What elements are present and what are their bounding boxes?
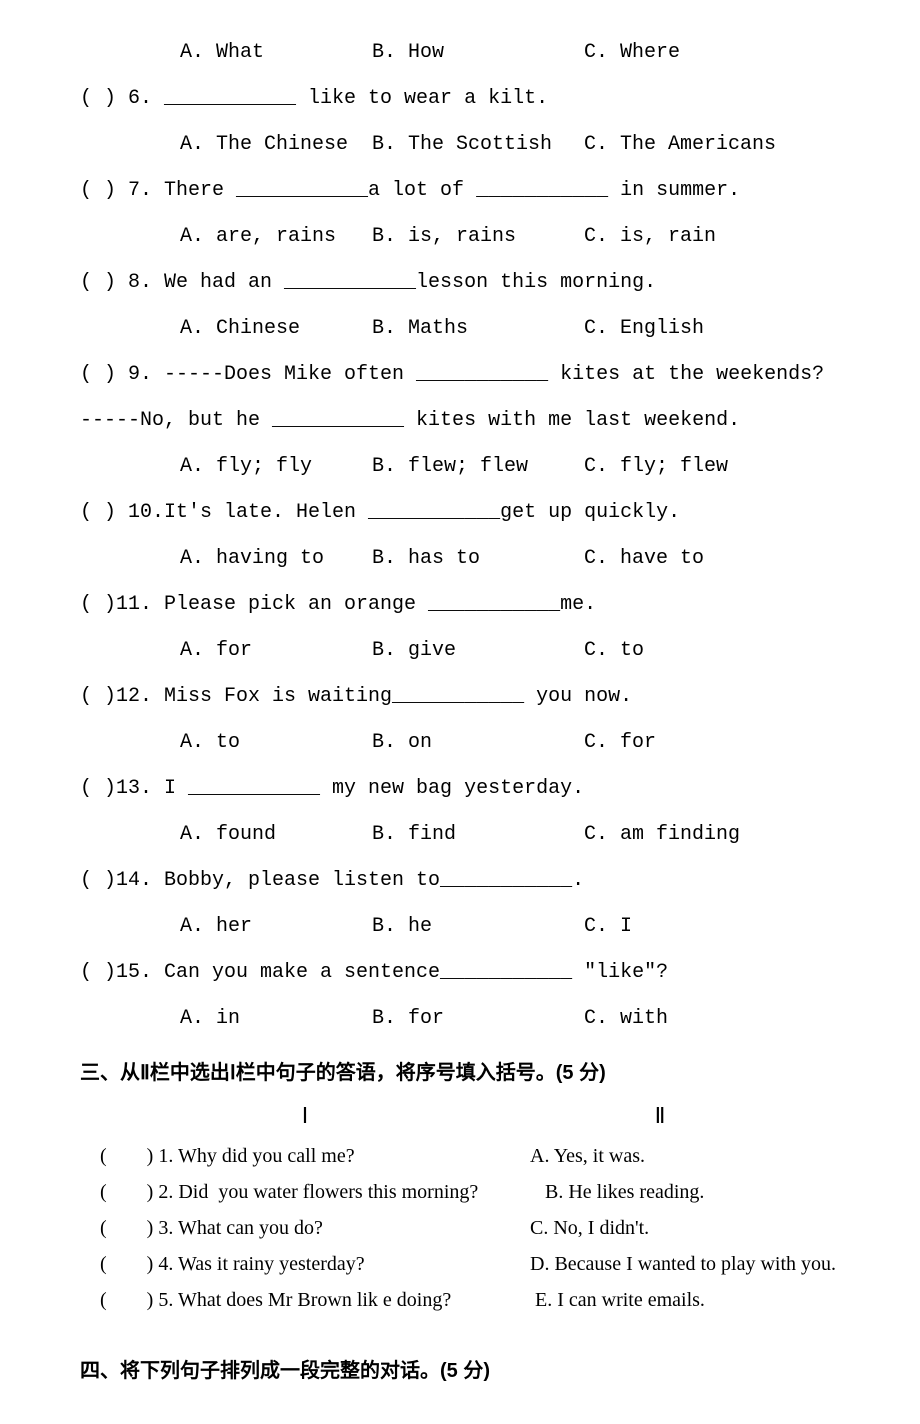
q13-stem: ( )13. I ___________ my new bag yesterda…: [80, 766, 840, 812]
section3-matching: Ⅰ Ⅱ ( ) 1. Why did you call me? A. Yes, …: [80, 1096, 840, 1318]
q6-option-b: B. The Scottish: [372, 122, 572, 168]
match-item-4: ( ) 4. Was it rainy yesterday? D. Becaus…: [100, 1246, 840, 1282]
q12-option-b: B. on: [372, 720, 572, 766]
q9-stem1: ( ) 9. -----Does Mike often ___________ …: [80, 352, 840, 398]
q13-option-b: B. find: [372, 812, 572, 858]
q5-options: A. What B. How C. Where: [80, 30, 840, 76]
q5-option-a: A. What: [180, 30, 360, 76]
q7-stem: ( ) 7. There ___________a lot of _______…: [80, 168, 840, 214]
q14-stem: ( )14. Bobby, please listen to__________…: [80, 858, 840, 904]
q8-options: A. Chinese B. Maths C. English: [80, 306, 840, 352]
match-item-2: ( ) 2. Did you water flowers this mornin…: [100, 1174, 840, 1210]
q7-options: A. are, rains B. is, rains C. is, rain: [80, 214, 840, 260]
q8-option-c: C. English: [584, 306, 704, 352]
q8-stem: ( ) 8. We had an ___________lesson this …: [80, 260, 840, 306]
q6-options: A. The Chinese B. The Scottish C. The Am…: [80, 122, 840, 168]
match-q-2: ( ) 2. Did you water flowers this mornin…: [100, 1174, 530, 1210]
q12-option-c: C. for: [584, 720, 656, 766]
q13-options: A. found B. find C. am finding: [80, 812, 840, 858]
match-a-2: B. He likes reading.: [530, 1174, 704, 1210]
q15-option-c: C. with: [584, 996, 668, 1042]
q11-option-c: C. to: [584, 628, 644, 674]
q14-option-b: B. he: [372, 904, 572, 950]
q11-option-a: A. for: [180, 628, 360, 674]
q10-option-b: B. has to: [372, 536, 572, 582]
q9-option-a: A. fly; fly: [180, 444, 360, 490]
match-item-1: ( ) 1. Why did you call me? A. Yes, it w…: [100, 1138, 840, 1174]
q9-stem2: -----No, but he ___________ kites with m…: [80, 398, 840, 444]
q11-option-b: B. give: [372, 628, 572, 674]
match-q-3: ( ) 3. What can you do?: [100, 1210, 530, 1246]
q5-option-c: C. Where: [584, 30, 680, 76]
q10-stem: ( ) 10.It's late. Helen ___________get u…: [80, 490, 840, 536]
q6-option-c: C. The Americans: [584, 122, 776, 168]
q5-option-b: B. How: [372, 30, 572, 76]
match-item-3: ( ) 3. What can you do? C. No, I didn't.: [100, 1210, 840, 1246]
q11-options: A. for B. give C. to: [80, 628, 840, 674]
q15-options: A. in B. for C. with: [80, 996, 840, 1042]
q12-options: A. to B. on C. for: [80, 720, 840, 766]
match-a-5: E. I can write emails.: [530, 1282, 705, 1318]
q14-option-c: C. I: [584, 904, 632, 950]
q10-option-c: C. have to: [584, 536, 704, 582]
q6-stem: ( ) 6. ___________ like to wear a kilt.: [80, 76, 840, 122]
q7-option-b: B. is, rains: [372, 214, 572, 260]
col1-header: Ⅰ: [80, 1096, 510, 1136]
q9-option-b: B. flew; flew: [372, 444, 572, 490]
q8-option-b: B. Maths: [372, 306, 572, 352]
match-q-1: ( ) 1. Why did you call me?: [100, 1138, 530, 1174]
q12-stem: ( )12. Miss Fox is waiting___________ yo…: [80, 674, 840, 720]
match-item-5: ( ) 5. What does Mr Brown lik e doing? E…: [100, 1282, 840, 1318]
q12-option-a: A. to: [180, 720, 360, 766]
q8-option-a: A. Chinese: [180, 306, 360, 352]
col2-header: Ⅱ: [510, 1096, 810, 1136]
q15-stem: ( )15. Can you make a sentence__________…: [80, 950, 840, 996]
q15-option-a: A. in: [180, 996, 360, 1042]
q15-option-b: B. for: [372, 996, 572, 1042]
q13-option-a: A. found: [180, 812, 360, 858]
q10-option-a: A. having to: [180, 536, 360, 582]
q7-option-a: A. are, rains: [180, 214, 360, 260]
match-q-4: ( ) 4. Was it rainy yesterday?: [100, 1246, 530, 1282]
q7-option-c: C. is, rain: [584, 214, 716, 260]
q9-options: A. fly; fly B. flew; flew C. fly; flew: [80, 444, 840, 490]
q11-stem: ( )11. Please pick an orange ___________…: [80, 582, 840, 628]
q14-options: A. her B. he C. I: [80, 904, 840, 950]
q9-option-c: C. fly; flew: [584, 444, 728, 490]
match-q-5: ( ) 5. What does Mr Brown lik e doing?: [100, 1282, 530, 1318]
q13-option-c: C. am finding: [584, 812, 740, 858]
section4-title: 四、将下列句子排列成一段完整的对话。(5 分): [80, 1348, 840, 1394]
match-a-4: D. Because I wanted to play with you.: [530, 1246, 836, 1282]
section3-title: 三、从Ⅱ栏中选出Ⅰ栏中句子的答语，将序号填入括号。(5 分): [80, 1050, 840, 1096]
match-a-1: A. Yes, it was.: [530, 1138, 645, 1174]
match-a-3: C. No, I didn't.: [530, 1210, 649, 1246]
q14-option-a: A. her: [180, 904, 360, 950]
q6-option-a: A. The Chinese: [180, 122, 360, 168]
q10-options: A. having to B. has to C. have to: [80, 536, 840, 582]
